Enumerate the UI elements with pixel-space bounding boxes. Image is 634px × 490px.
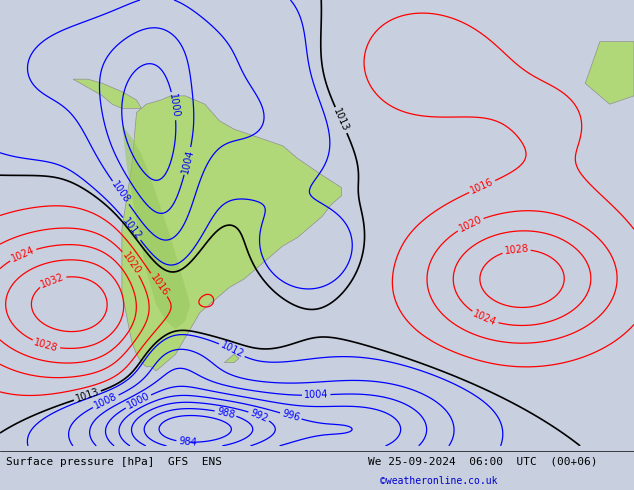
- Text: 984: 984: [178, 436, 197, 448]
- Text: 1024: 1024: [10, 245, 36, 264]
- Text: 996: 996: [281, 409, 301, 423]
- Text: 1004: 1004: [304, 390, 328, 400]
- Text: 1020: 1020: [457, 214, 484, 234]
- Text: We 25-09-2024  06:00  UTC  (00+06): We 25-09-2024 06:00 UTC (00+06): [368, 457, 597, 466]
- Text: 1024: 1024: [472, 309, 498, 328]
- Polygon shape: [122, 125, 190, 329]
- Text: 1016: 1016: [469, 177, 495, 196]
- Text: 1008: 1008: [110, 180, 132, 206]
- Text: 1016: 1016: [148, 272, 170, 298]
- Text: 1004: 1004: [180, 148, 195, 174]
- Polygon shape: [73, 79, 141, 108]
- Text: 1013: 1013: [332, 107, 351, 133]
- Text: 1020: 1020: [120, 250, 142, 276]
- Text: 1032: 1032: [39, 271, 66, 290]
- Text: 1008: 1008: [93, 392, 119, 411]
- Text: 988: 988: [216, 406, 236, 420]
- Text: Surface pressure [hPa]  GFS  ENS: Surface pressure [hPa] GFS ENS: [6, 457, 223, 466]
- Text: ©weatheronline.co.uk: ©weatheronline.co.uk: [380, 476, 498, 486]
- Text: 1000: 1000: [125, 391, 152, 411]
- Text: 1012: 1012: [219, 340, 245, 360]
- Text: 1028: 1028: [33, 337, 60, 353]
- Polygon shape: [224, 354, 239, 363]
- Polygon shape: [122, 96, 341, 371]
- Text: 1000: 1000: [167, 93, 181, 119]
- Text: 1012: 1012: [120, 216, 143, 242]
- Text: 1028: 1028: [503, 244, 529, 256]
- Text: 1013: 1013: [74, 387, 101, 404]
- Polygon shape: [585, 42, 634, 104]
- Text: 992: 992: [249, 408, 269, 424]
